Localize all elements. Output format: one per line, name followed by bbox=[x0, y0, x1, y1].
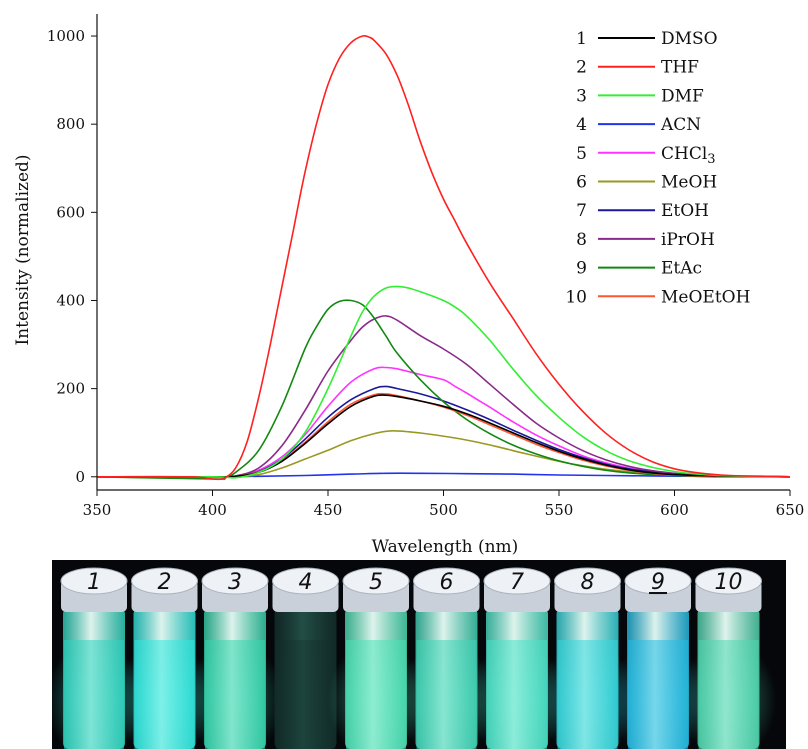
vial-9: 9 bbox=[610, 567, 706, 749]
vial-7: 7 bbox=[469, 567, 565, 749]
vial-2: 2 bbox=[116, 567, 213, 749]
legend-label: iPrOH bbox=[661, 230, 715, 250]
x-tick-label: 600 bbox=[660, 501, 689, 519]
vial-number: 2 bbox=[158, 570, 172, 595]
y-tick-label: 0 bbox=[75, 468, 85, 486]
axes: 350 400 450 500 550 600 650 0 200 400 600 800 1000 bbox=[47, 14, 805, 519]
y-tick-label: 800 bbox=[56, 115, 85, 133]
legend-label: CHCl3 bbox=[661, 144, 716, 167]
vial-3: 3 bbox=[187, 567, 283, 749]
vial-number: 5 bbox=[369, 570, 383, 595]
vial-number: 9 bbox=[651, 570, 665, 595]
series-line-chcl3 bbox=[96, 366, 791, 478]
x-tick-label: 650 bbox=[776, 501, 805, 519]
vial-5: 5 bbox=[328, 567, 424, 749]
series-line-acn bbox=[96, 472, 791, 478]
vial-number: 1 bbox=[87, 570, 101, 595]
vial-number: 10 bbox=[715, 570, 743, 595]
legend-number: 5 bbox=[576, 144, 587, 164]
y-axis-title: Intensity (normalized) bbox=[13, 154, 33, 345]
x-tick-label: 450 bbox=[314, 501, 343, 519]
plot-area bbox=[96, 34, 791, 481]
vial-number: 6 bbox=[440, 570, 454, 595]
legend-number: 1 bbox=[576, 29, 587, 49]
x-tick-label: 400 bbox=[198, 501, 227, 519]
legend-label: EtAc bbox=[661, 259, 702, 279]
series-line-dmf bbox=[96, 285, 791, 479]
legend-number: 7 bbox=[576, 201, 587, 221]
vial-body bbox=[274, 608, 337, 749]
legend: 1 DMSO 2 THF 3 DMF 4 ACN 5 CHCl3 6 MeOH 7 EtOH 8 iPrOH 9… bbox=[565, 29, 750, 307]
series-line-thf bbox=[96, 34, 791, 481]
series-line-etac bbox=[96, 299, 791, 480]
series-line-etoh bbox=[96, 385, 791, 478]
vial-number: 8 bbox=[581, 570, 595, 595]
x-tick-label: 550 bbox=[545, 501, 574, 519]
x-axis-title: Wavelength (nm) bbox=[372, 537, 519, 557]
legend-label: MeOH bbox=[661, 173, 717, 193]
legend-label: DMSO bbox=[661, 29, 718, 49]
y-tick-label: 200 bbox=[56, 380, 85, 398]
series-line-iproh bbox=[96, 315, 791, 478]
legend-number: 8 bbox=[576, 230, 587, 250]
legend-label: ACN bbox=[660, 115, 701, 135]
series-line-dmso bbox=[96, 394, 791, 478]
legend-number: 2 bbox=[576, 58, 587, 78]
vial-10: 10 bbox=[680, 567, 777, 749]
vial-number: 3 bbox=[228, 570, 242, 595]
vials-illustration: 1 2 3 4 5 6 7 8 9 10 bbox=[52, 567, 777, 749]
legend-number: 4 bbox=[576, 115, 587, 135]
vial-1: 1 bbox=[52, 567, 142, 749]
legend-number: 10 bbox=[565, 287, 587, 307]
vials-photo: 1 2 3 4 5 6 7 8 9 10 bbox=[52, 560, 786, 749]
vial-number: 4 bbox=[299, 570, 313, 595]
vial-6: 6 bbox=[398, 567, 495, 749]
emission-spectra-chart: 350 400 450 500 550 600 650 0 200 400 600 800 1000 1… bbox=[13, 14, 805, 557]
x-tick-label: 350 bbox=[83, 501, 112, 519]
vial-number: 7 bbox=[510, 570, 524, 595]
vial-4: 4 bbox=[257, 567, 354, 749]
legend-number: 3 bbox=[576, 86, 587, 106]
vial-8: 8 bbox=[539, 567, 636, 749]
y-tick-label: 1000 bbox=[47, 27, 85, 45]
legend-number: 6 bbox=[576, 173, 587, 193]
y-tick-label: 600 bbox=[56, 203, 85, 221]
series-line-meoh bbox=[97, 430, 791, 478]
x-tick-label: 500 bbox=[429, 501, 458, 519]
y-tick-label: 400 bbox=[56, 291, 85, 309]
legend-number: 9 bbox=[576, 259, 587, 279]
legend-label: EtOH bbox=[661, 201, 709, 221]
legend-label: THF bbox=[661, 58, 699, 78]
legend-label: DMF bbox=[661, 86, 704, 106]
legend-label: MeOEtOH bbox=[661, 287, 750, 307]
